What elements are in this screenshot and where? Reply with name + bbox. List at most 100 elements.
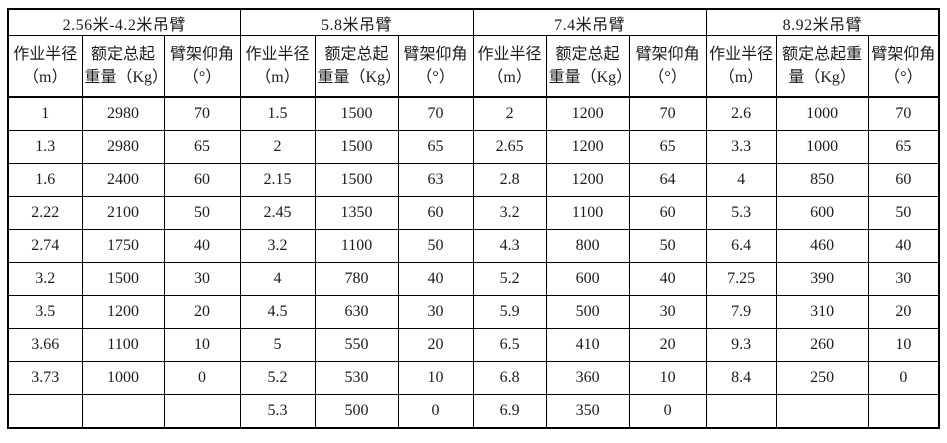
col-header-working-radius: 作业半径 （m） <box>7 35 83 98</box>
table-cell: 0 <box>397 394 474 429</box>
table-cell <box>867 394 940 429</box>
table-cell: 1000 <box>81 361 165 395</box>
table-cell: 4 <box>239 262 316 296</box>
col-header-working-radius: 作业半径 （m） <box>239 35 316 98</box>
table-cell: 70 <box>628 96 707 131</box>
table-cell: 3.2 <box>7 262 83 296</box>
table-cell: 630 <box>314 295 399 329</box>
table-cell: 70 <box>867 96 940 131</box>
table-cell: 1000 <box>775 130 869 164</box>
table-cell: 4.5 <box>239 295 316 329</box>
table-cell: 2 <box>239 130 316 164</box>
col-header-boom-angle: 臂架仰角 （°） <box>867 35 940 98</box>
table-cell <box>163 394 241 429</box>
table-cell: 10 <box>628 361 707 395</box>
col-header-working-radius: 作业半径 （m） <box>472 35 547 98</box>
table-cell: 850 <box>775 163 869 197</box>
col-header-rated-load: 额定总起 重量（Kg） <box>314 35 399 98</box>
table-cell: 20 <box>628 328 707 362</box>
table-cell: 3.2 <box>472 196 547 230</box>
table-cell: 2.65 <box>472 130 547 164</box>
table-cell: 6.5 <box>472 328 547 362</box>
table-cell: 8.4 <box>705 361 777 395</box>
table-row: 2.74 1750 40 3.2 1100 50 4.3 800 50 6.4 460 40 <box>7 229 940 263</box>
table-cell: 70 <box>397 96 474 131</box>
table-cell: 3.66 <box>7 328 83 362</box>
table-cell <box>775 394 869 429</box>
table-cell: 65 <box>163 130 241 164</box>
table-cell: 2980 <box>81 96 165 131</box>
column-header-row: 作业半径 （m） 额定总起 重量（Kg） 臂架仰角 （°） 作业半径 （m） 额… <box>7 35 940 98</box>
table-body: 1 2980 70 1.5 1500 70 2 1200 70 2.6 1000 70 1.3 2980 6… <box>7 96 940 429</box>
table-cell: 1500 <box>81 262 165 296</box>
table-cell: 10 <box>867 328 940 362</box>
table-cell: 1.3 <box>7 130 83 164</box>
table-cell: 1200 <box>81 295 165 329</box>
group-title-boom-7_4: 7.4米吊臂 <box>472 8 707 36</box>
table-cell <box>7 394 83 429</box>
table-row: 5.3 500 0 6.9 350 0 <box>7 394 940 429</box>
table-cell: 2100 <box>81 196 165 230</box>
table-cell: 64 <box>628 163 707 197</box>
table-cell: 2980 <box>81 130 165 164</box>
table-cell: 6.9 <box>472 394 547 429</box>
table-cell: 1200 <box>545 96 630 131</box>
table-cell: 5 <box>239 328 316 362</box>
table-cell: 2.22 <box>7 196 83 230</box>
table-cell: 460 <box>775 229 869 263</box>
table-cell: 1500 <box>314 163 399 197</box>
table-cell: 600 <box>775 196 869 230</box>
table-cell: 2 <box>472 96 547 131</box>
table-cell: 250 <box>775 361 869 395</box>
table-row: 1 2980 70 1.5 1500 70 2 1200 70 2.6 1000 70 <box>7 96 940 131</box>
table-cell: 2.15 <box>239 163 316 197</box>
table-cell: 1.5 <box>239 96 316 131</box>
table-cell: 60 <box>867 163 940 197</box>
table-row: 3.2 1500 30 4 780 40 5.2 600 40 7.25 390 30 <box>7 262 940 296</box>
table-cell: 1000 <box>775 96 869 131</box>
table-cell: 65 <box>397 130 474 164</box>
col-header-boom-angle: 臂架仰角 （°） <box>397 35 474 98</box>
table-cell: 780 <box>314 262 399 296</box>
table-cell: 20 <box>867 295 940 329</box>
table-cell: 4 <box>705 163 777 197</box>
table-cell: 6.8 <box>472 361 547 395</box>
crane-load-chart-table: 2.56米-4.2米吊臂 5.8米吊臂 7.4米吊臂 8.92米吊臂 作业半径 … <box>7 8 941 429</box>
table-cell: 50 <box>628 229 707 263</box>
table-cell: 3.2 <box>239 229 316 263</box>
table-cell: 1100 <box>81 328 165 362</box>
table-cell: 30 <box>628 295 707 329</box>
table-cell <box>705 394 777 429</box>
table-cell: 260 <box>775 328 869 362</box>
table-cell: 65 <box>628 130 707 164</box>
table-row: 1.6 2400 60 2.15 1500 63 2.8 1200 64 4 850 60 <box>7 163 940 197</box>
col-header-boom-angle: 臂架仰角 （°） <box>163 35 241 98</box>
table-cell: 20 <box>397 328 474 362</box>
table-cell: 310 <box>775 295 869 329</box>
group-title-boom-8_92: 8.92米吊臂 <box>705 8 940 36</box>
table-cell: 3.3 <box>705 130 777 164</box>
table-cell: 4.3 <box>472 229 547 263</box>
table-cell: 7.9 <box>705 295 777 329</box>
table-cell: 1500 <box>314 96 399 131</box>
table-cell: 10 <box>163 328 241 362</box>
table-cell: 800 <box>545 229 630 263</box>
table-cell: 10 <box>397 361 474 395</box>
table-cell: 1100 <box>314 229 399 263</box>
group-title-boom-5_8: 5.8米吊臂 <box>239 8 474 36</box>
table-cell: 60 <box>397 196 474 230</box>
table-cell: 1750 <box>81 229 165 263</box>
table-cell: 2.8 <box>472 163 547 197</box>
table-cell: 5.3 <box>239 394 316 429</box>
table-cell: 30 <box>397 295 474 329</box>
table-cell: 3.5 <box>7 295 83 329</box>
table-cell: 0 <box>163 361 241 395</box>
table-cell: 1200 <box>545 130 630 164</box>
group-header-row: 2.56米-4.2米吊臂 5.8米吊臂 7.4米吊臂 8.92米吊臂 <box>7 8 940 36</box>
table-cell <box>81 394 165 429</box>
table-cell: 40 <box>628 262 707 296</box>
table-cell: 350 <box>545 394 630 429</box>
table-cell: 3.73 <box>7 361 83 395</box>
table-cell: 20 <box>163 295 241 329</box>
